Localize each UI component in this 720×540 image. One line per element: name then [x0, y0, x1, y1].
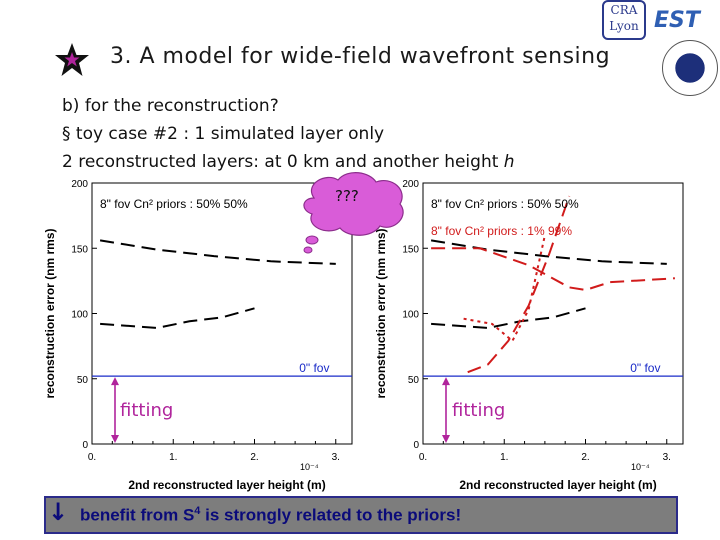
slide-title: 3. A model for wide-field wavefront sens…: [110, 44, 611, 69]
conclusion-prefix: benefit from S: [80, 505, 195, 525]
chart2-legend-entry-2: 8" fov Cn² priors : 1% 99%: [431, 224, 572, 238]
bubble-text: ???: [335, 187, 359, 205]
logo-cra-top: CRA: [610, 3, 638, 17]
text-line-recon: 2 reconstructed layers: at 0 km and anot…: [62, 152, 515, 172]
chart2-series-2-line: [431, 307, 586, 329]
text-line-b: b) for the reconstruction?: [62, 96, 279, 116]
chart1-ytick-label: 200: [71, 179, 88, 190]
chart1-x-multiplier: 10⁻⁴: [300, 462, 319, 472]
fitting-label-left: fitting: [120, 400, 174, 421]
chart1-ytick-label: 0: [82, 440, 88, 451]
chart1-xlabel: 2nd reconstructed layer height (m): [128, 478, 325, 492]
text-line-recon-prefix: 2 reconstructed layers: at 0 km and anot…: [62, 152, 504, 172]
chart1-xtick-label: 0.: [88, 452, 96, 463]
conclusion-text: benefit from S4 is strongly related to t…: [80, 505, 461, 526]
conclusion-banner: [44, 496, 678, 534]
text-line-recon-var: h: [503, 152, 515, 172]
institute-seal-logo: [662, 40, 718, 96]
chart1-annotation-1: 0" fov: [299, 361, 329, 375]
chart1-ytick-label: 100: [71, 310, 88, 321]
chart2-xtick-label: 1.: [500, 452, 508, 463]
arrow-down-icon: ↓: [48, 498, 69, 526]
text-line-toy: § toy case #2 : 1 simulated layer only: [62, 124, 385, 144]
chart2-xtick-label: 3.: [663, 452, 671, 463]
chart2-series-1-line: [430, 239, 667, 265]
cra-lyon-logo: CRA Lyon: [602, 0, 646, 40]
chart2-ytick-label: 150: [402, 244, 419, 255]
chart1-ytick-label: 50: [77, 375, 89, 386]
chart2-series-3-line: [431, 247, 675, 292]
chart2-fitting-arrow-head-bottom: [442, 435, 450, 443]
chart2-ylabel: reconstruction error (nm rms): [374, 228, 388, 398]
chart1-series-2-line: [100, 307, 255, 329]
chart2-xtick-label: 0.: [419, 452, 427, 463]
chart1-ylabel: reconstruction error (nm rms): [43, 228, 57, 398]
chart1-fitting-arrow-head-bottom: [111, 435, 119, 443]
chart2-series-4-line: [467, 195, 571, 374]
chart1-fitting-arrow-head-top: [111, 377, 119, 386]
chart2-x-multiplier: 10⁻⁴: [631, 462, 650, 472]
chart2-ytick-label: 200: [402, 179, 419, 190]
conclusion-sup: 4: [194, 505, 201, 517]
chart1-xtick-label: 2.: [250, 452, 258, 463]
logo-cra-bottom: Lyon: [609, 19, 639, 33]
chart2-ytick-label: 100: [402, 310, 419, 321]
chart1-xtick-label: 1.: [169, 452, 177, 463]
chart2-legend-entry-1: 8" fov Cn² priors : 50% 50%: [431, 197, 579, 211]
chart2-xtick-label: 2.: [581, 452, 589, 463]
conclusion-suffix: is strongly related to the priors!: [200, 505, 462, 525]
chart2-ytick-label: 0: [413, 440, 419, 451]
star-icon: [55, 43, 89, 76]
chart2-annotation-1: 0" fov: [630, 361, 660, 375]
chart1-ytick-label: 150: [71, 244, 88, 255]
chart1-series-1-line: [99, 239, 336, 265]
chart2-xlabel: 2nd reconstructed layer height (m): [459, 478, 656, 492]
est-logo: EST: [654, 8, 700, 33]
thought-bubble: [303, 172, 404, 254]
chart2-fitting-arrow-head-top: [442, 377, 450, 386]
fitting-label-right: fitting: [452, 400, 506, 421]
chart2-ytick-label: 50: [408, 375, 420, 386]
chart1-legend-entry-1: 8" fov Cn² priors : 50% 50%: [100, 197, 248, 211]
chart1-xtick-label: 3.: [332, 452, 340, 463]
